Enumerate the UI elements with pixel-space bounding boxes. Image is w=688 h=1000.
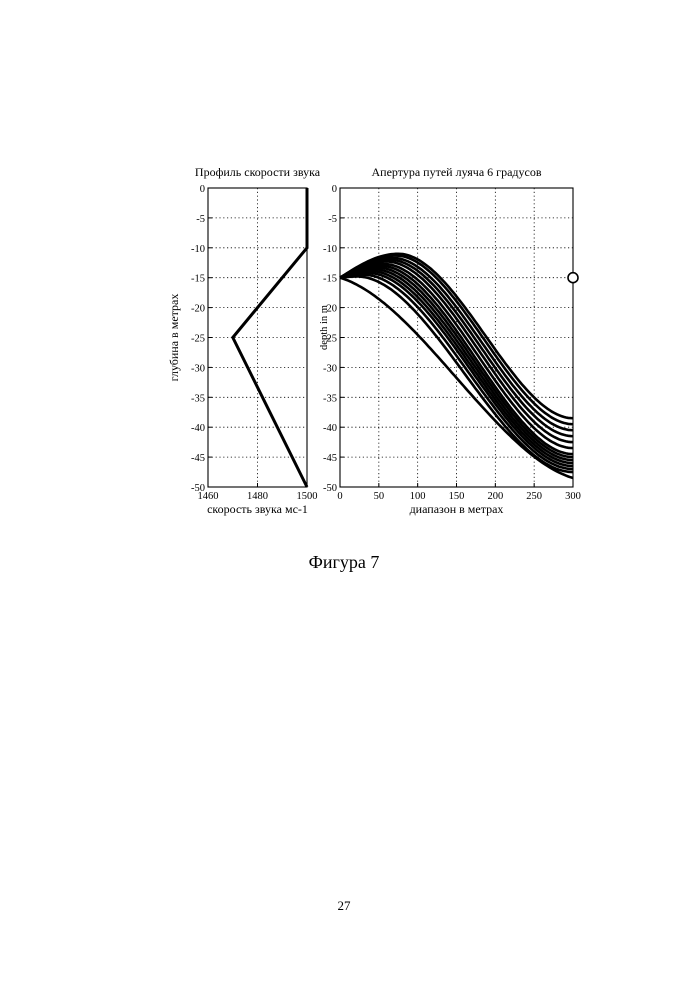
profile-xlabel: скорость звука мс-1 bbox=[207, 502, 308, 516]
rays-ytick-label: -45 bbox=[323, 453, 337, 464]
rays-xtick-label: 150 bbox=[449, 491, 465, 502]
rays-title: Апертура путей луяча 6 градусов bbox=[372, 165, 542, 179]
receiver-marker bbox=[568, 273, 578, 283]
rays-ytick-label: -30 bbox=[323, 363, 337, 374]
rays-ytick-label: -5 bbox=[328, 214, 337, 225]
figure-caption: Фигура 7 bbox=[0, 552, 688, 573]
rays-ylabel-artifact: depth in m bbox=[319, 305, 330, 350]
profile-ytick-label: -35 bbox=[191, 393, 205, 404]
rays-ytick-label: -35 bbox=[323, 393, 337, 404]
page-number: 27 bbox=[0, 898, 688, 914]
rays-xtick-label: 250 bbox=[526, 491, 542, 502]
profile-ytick-label: 0 bbox=[200, 184, 205, 195]
profile-ytick-label: -30 bbox=[191, 363, 205, 374]
rays-xtick-label: 0 bbox=[337, 491, 342, 502]
profile-xtick-label: 1460 bbox=[198, 491, 219, 502]
profile-ytick-label: -10 bbox=[191, 244, 205, 255]
ray-paths-plot: 0-5-10-15-20-25-30-35-40-45-500501001502… bbox=[319, 165, 581, 516]
sound-speed-profile-plot: 0-5-10-15-20-25-30-35-40-45-501460148015… bbox=[167, 165, 321, 516]
profile-ytick-label: -40 bbox=[191, 423, 205, 434]
rays-xtick-label: 300 bbox=[565, 491, 581, 502]
profile-ylabel: глубина в метрах bbox=[167, 294, 181, 382]
profile-ytick-label: -25 bbox=[191, 334, 205, 345]
profile-ytick-label: -20 bbox=[191, 304, 205, 315]
profile-xtick-label: 1500 bbox=[297, 491, 318, 502]
rays-xtick-label: 200 bbox=[487, 491, 503, 502]
profile-ytick-label: -45 bbox=[191, 453, 205, 464]
profile-ytick-label: -15 bbox=[191, 274, 205, 285]
rays-xlabel: диапазон в метрах bbox=[410, 502, 504, 516]
profile-title: Профиль скорости звука bbox=[195, 165, 321, 179]
rays-xtick-label: 50 bbox=[374, 491, 385, 502]
profile-ytick-label: -5 bbox=[196, 214, 205, 225]
profile-xtick-label: 1480 bbox=[247, 491, 268, 502]
rays-ytick-label: -15 bbox=[323, 274, 337, 285]
rays-ytick-label: -50 bbox=[323, 483, 337, 494]
rays-ytick-label: -40 bbox=[323, 423, 337, 434]
rays-ytick-label: -10 bbox=[323, 244, 337, 255]
figure-7-chart: 0-5-10-15-20-25-30-35-40-45-501460148015… bbox=[0, 0, 688, 560]
rays-ytick-label: 0 bbox=[332, 184, 337, 195]
rays-xtick-label: 100 bbox=[410, 491, 426, 502]
